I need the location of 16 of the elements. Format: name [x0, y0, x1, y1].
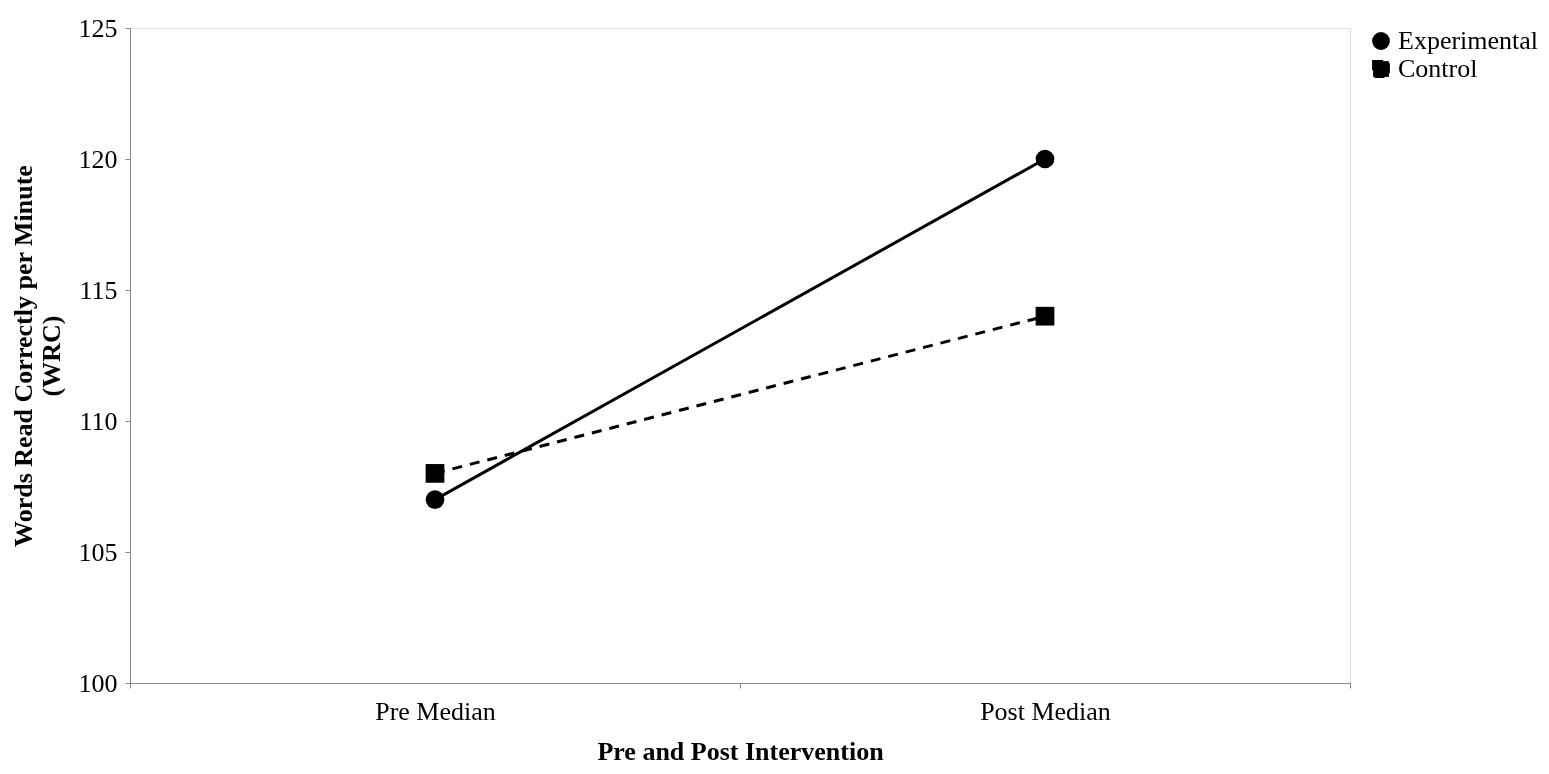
- point: [1035, 306, 1055, 326]
- y-axis-title: Words Read Correctly per Minute (WRC): [8, 165, 66, 547]
- y-tick-label: 100: [78, 668, 118, 698]
- x-tick-label: Post Median: [980, 696, 1111, 726]
- x-tick-label: Pre Median: [375, 696, 496, 726]
- point: [1035, 149, 1055, 169]
- y-tick-label: 125: [78, 13, 118, 43]
- y-tick-label: 105: [78, 537, 118, 567]
- y-tick-label: 115: [79, 275, 118, 305]
- x-axis-title: Pre and Post Intervention: [597, 736, 885, 766]
- y-tick-label: 110: [79, 406, 118, 436]
- legend-label: Experimental: [1398, 26, 1539, 55]
- legend-label: Control: [1398, 54, 1478, 83]
- y-tick-label: 120: [78, 144, 118, 174]
- point: [425, 490, 445, 509]
- point: [425, 464, 445, 483]
